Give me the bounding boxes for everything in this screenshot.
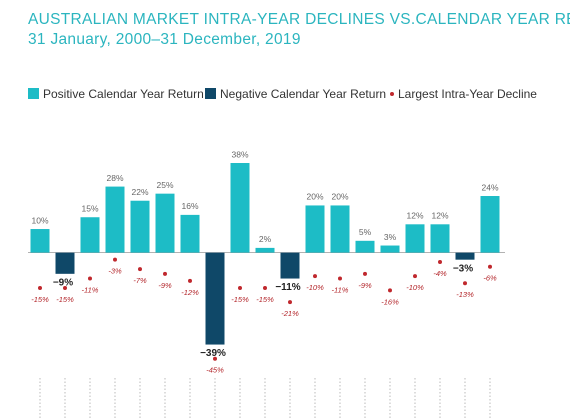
decline-dot <box>363 271 367 276</box>
decline-dot <box>488 264 492 269</box>
data-label: 10% <box>31 215 48 225</box>
decline-label: -15% <box>256 295 274 304</box>
bar <box>230 163 250 253</box>
decline-dot <box>63 285 67 290</box>
decline-label: -15% <box>31 295 49 304</box>
data-label: 28% <box>106 173 123 183</box>
data-label: 20% <box>306 192 323 202</box>
bar <box>380 245 400 253</box>
data-label: −3% <box>453 263 473 274</box>
data-label: −11% <box>275 282 300 293</box>
decline-label: -11% <box>332 286 349 295</box>
decline-label: -11% <box>82 286 99 295</box>
chart-subtitle: 31 January, 2000–31 December, 2019 <box>28 31 301 48</box>
data-label: 5% <box>359 227 372 237</box>
decline-label: -10% <box>406 283 424 292</box>
decline-label: -12% <box>181 288 199 297</box>
bar <box>330 205 350 253</box>
decline-dot <box>38 285 42 290</box>
data-label: 38% <box>231 149 248 159</box>
decline-dot <box>263 285 267 290</box>
data-label: 15% <box>81 203 98 213</box>
bar <box>305 205 325 253</box>
bar <box>355 240 375 253</box>
chart-title: AUSTRALIAN MARKET INTRA-YEAR DECLINES VS… <box>28 11 570 28</box>
decline-label: -45% <box>206 366 224 375</box>
decline-dot <box>163 271 167 276</box>
data-label: 22% <box>131 187 148 197</box>
decline-dot <box>338 276 342 281</box>
decline-dot <box>213 356 217 361</box>
decline-dot <box>238 285 242 290</box>
data-label: 2% <box>259 234 272 244</box>
data-label: 3% <box>384 232 397 242</box>
decline-label: -9% <box>358 281 372 290</box>
decline-dot <box>88 276 92 281</box>
data-label: 25% <box>156 180 173 190</box>
bar <box>280 252 300 279</box>
data-label: 20% <box>331 192 348 202</box>
legend-label: Largest Intra-Year Decline <box>398 87 537 101</box>
decline-label: -10% <box>306 283 324 292</box>
data-label: −9% <box>53 277 73 288</box>
bar <box>480 196 500 253</box>
legend-label: Negative Calendar Year Return <box>220 87 386 101</box>
bar <box>105 186 125 253</box>
decline-dot <box>188 278 192 283</box>
data-label: 12% <box>431 211 448 221</box>
data-label: −39% <box>200 348 226 359</box>
decline-dot <box>413 274 417 279</box>
decline-label: -21% <box>281 309 299 318</box>
data-label: 16% <box>181 201 198 211</box>
decline-label: -7% <box>133 276 147 285</box>
legend-dot <box>390 92 394 96</box>
legend-swatch <box>28 88 39 99</box>
data-label: 24% <box>481 182 498 192</box>
bar <box>155 193 175 253</box>
decline-dot <box>463 281 467 286</box>
decline-label: -13% <box>456 290 474 299</box>
legend-label: Positive Calendar Year Return <box>43 87 204 101</box>
decline-label: -9% <box>158 281 172 290</box>
bar <box>80 217 100 253</box>
decline-label: -16% <box>381 297 399 306</box>
decline-label: -3% <box>108 267 122 276</box>
bar <box>405 224 425 253</box>
bar <box>430 224 450 253</box>
decline-label: -4% <box>433 269 447 278</box>
decline-dot <box>113 257 117 262</box>
bar <box>205 252 225 345</box>
decline-dot <box>438 260 442 265</box>
decline-dot <box>388 288 392 293</box>
bar <box>30 229 50 253</box>
decline-dot <box>138 267 142 272</box>
decline-dot <box>313 274 317 279</box>
decline-label: -15% <box>231 295 249 304</box>
decline-label: -6% <box>483 274 497 283</box>
decline-label: -15% <box>56 295 74 304</box>
legend-swatch <box>205 88 216 99</box>
bar <box>180 214 200 253</box>
bar <box>130 200 150 253</box>
decline-dot <box>288 300 292 305</box>
data-label: 12% <box>406 211 423 221</box>
bar <box>255 247 275 253</box>
bar <box>455 252 475 260</box>
bar <box>55 252 75 274</box>
